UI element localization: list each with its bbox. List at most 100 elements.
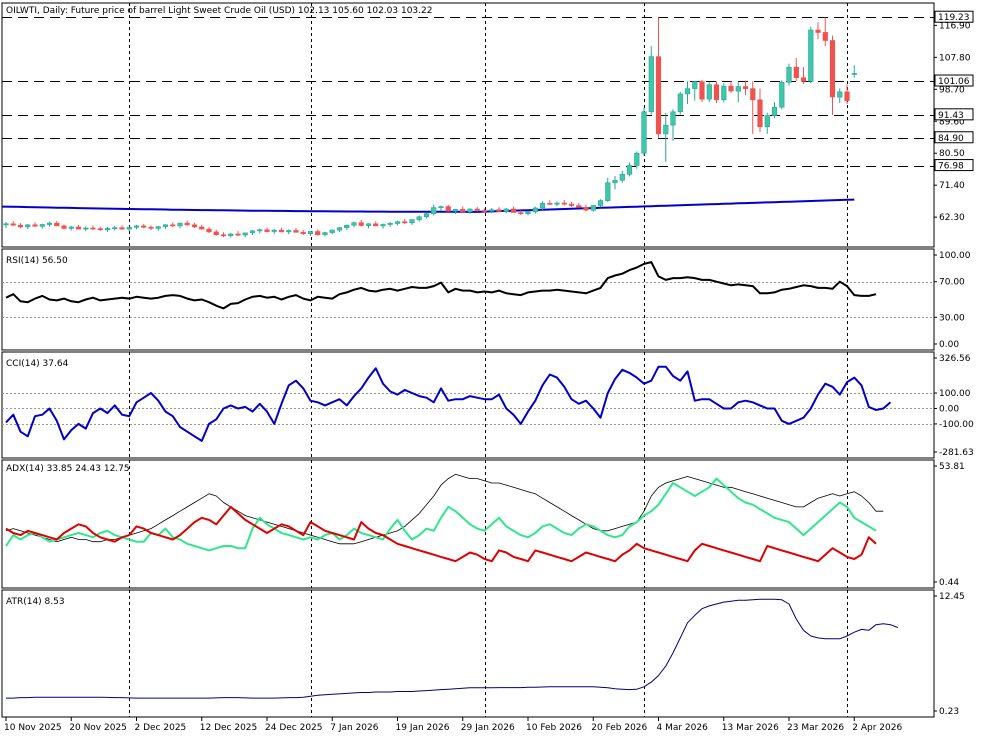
candle[interactable] <box>518 212 524 215</box>
candle[interactable] <box>829 40 836 98</box>
candle[interactable] <box>75 226 82 230</box>
candle[interactable] <box>126 227 132 230</box>
candle[interactable] <box>815 29 821 33</box>
candle[interactable] <box>293 230 299 233</box>
candle[interactable] <box>612 180 618 184</box>
candle[interactable] <box>97 228 103 231</box>
candle[interactable] <box>583 207 589 211</box>
candle[interactable] <box>184 222 190 226</box>
candle[interactable] <box>322 232 328 236</box>
candle[interactable] <box>199 226 205 230</box>
candle[interactable] <box>68 226 74 229</box>
candle[interactable] <box>576 205 582 208</box>
candle[interactable] <box>837 91 843 98</box>
candle[interactable] <box>402 221 408 224</box>
candle[interactable] <box>54 222 60 227</box>
candle[interactable] <box>32 224 38 227</box>
candle[interactable] <box>387 223 393 225</box>
candle[interactable] <box>423 213 430 218</box>
candle[interactable] <box>373 223 379 227</box>
candle[interactable] <box>605 182 611 201</box>
candle[interactable] <box>271 229 277 232</box>
candle[interactable] <box>380 224 386 227</box>
candle[interactable] <box>336 227 343 231</box>
candle[interactable] <box>148 227 154 229</box>
candle[interactable] <box>351 222 357 226</box>
candle[interactable] <box>300 231 306 234</box>
candle[interactable] <box>286 230 292 233</box>
candle[interactable] <box>757 99 763 128</box>
candle[interactable] <box>104 228 111 231</box>
candle[interactable] <box>39 224 45 227</box>
candle[interactable] <box>46 222 53 225</box>
candle[interactable] <box>764 115 770 128</box>
candle[interactable] <box>554 202 560 205</box>
candle[interactable] <box>547 203 553 205</box>
candle[interactable] <box>162 224 169 227</box>
candle[interactable] <box>525 211 531 214</box>
candle[interactable] <box>670 111 676 126</box>
candle[interactable] <box>220 234 227 237</box>
candle[interactable] <box>590 205 596 211</box>
candle[interactable] <box>641 111 647 154</box>
candle[interactable] <box>750 88 756 101</box>
main-price-pane[interactable]: 116.90 107.80 98.70 89.60 80.50 71.40 62.30 119… <box>1 2 974 248</box>
candle[interactable] <box>119 227 125 230</box>
candle[interactable] <box>177 222 183 227</box>
candle[interactable] <box>568 203 575 206</box>
candle[interactable] <box>844 91 850 101</box>
candle[interactable] <box>83 227 89 230</box>
candle[interactable] <box>133 225 140 228</box>
candle[interactable] <box>467 208 473 213</box>
candle[interactable] <box>242 232 248 236</box>
candle[interactable] <box>249 230 256 234</box>
candle[interactable] <box>213 231 219 235</box>
candle[interactable] <box>561 202 567 205</box>
candle[interactable] <box>808 29 814 82</box>
candle[interactable] <box>721 85 727 101</box>
candle[interactable] <box>771 106 778 116</box>
candle[interactable] <box>692 81 698 89</box>
candle[interactable] <box>793 66 799 78</box>
candle[interactable] <box>510 208 517 213</box>
candle[interactable] <box>481 210 488 212</box>
candle[interactable] <box>735 86 741 92</box>
candle[interactable] <box>452 209 459 212</box>
candle[interactable] <box>655 56 662 135</box>
candle[interactable] <box>315 231 321 236</box>
candle[interactable] <box>822 32 828 41</box>
candle[interactable] <box>460 209 466 213</box>
candle[interactable] <box>170 224 176 227</box>
candle[interactable] <box>257 229 263 232</box>
candle[interactable] <box>728 85 734 92</box>
candle[interactable] <box>358 222 364 226</box>
candle[interactable] <box>489 209 495 212</box>
candle[interactable] <box>17 224 24 228</box>
atr-pane[interactable]: 12.45 0.23 <box>1 589 965 718</box>
candle[interactable] <box>228 233 234 237</box>
candle[interactable] <box>235 233 241 236</box>
candle[interactable] <box>25 224 31 228</box>
candle[interactable] <box>3 223 9 226</box>
candle[interactable] <box>648 56 654 112</box>
candle[interactable] <box>409 219 415 224</box>
candle[interactable] <box>307 231 314 234</box>
candle[interactable] <box>431 207 437 214</box>
candle[interactable] <box>365 223 372 226</box>
candle[interactable] <box>742 86 749 89</box>
candle[interactable] <box>597 200 604 206</box>
rsi-pane[interactable]: 100.00 70.00 30.00 0.00 <box>1 248 971 351</box>
cci-pane[interactable]: 326.56 100.00 0.00 -100.00 -281.63 <box>1 351 974 459</box>
candle[interactable] <box>141 225 147 228</box>
candle[interactable] <box>713 84 720 101</box>
candle[interactable] <box>264 229 270 232</box>
candle[interactable] <box>474 208 480 211</box>
candle[interactable] <box>800 77 807 82</box>
candle[interactable] <box>61 225 67 229</box>
candle[interactable] <box>851 73 857 75</box>
candle[interactable] <box>416 216 422 220</box>
candle[interactable] <box>206 228 212 233</box>
candle[interactable] <box>532 207 538 213</box>
